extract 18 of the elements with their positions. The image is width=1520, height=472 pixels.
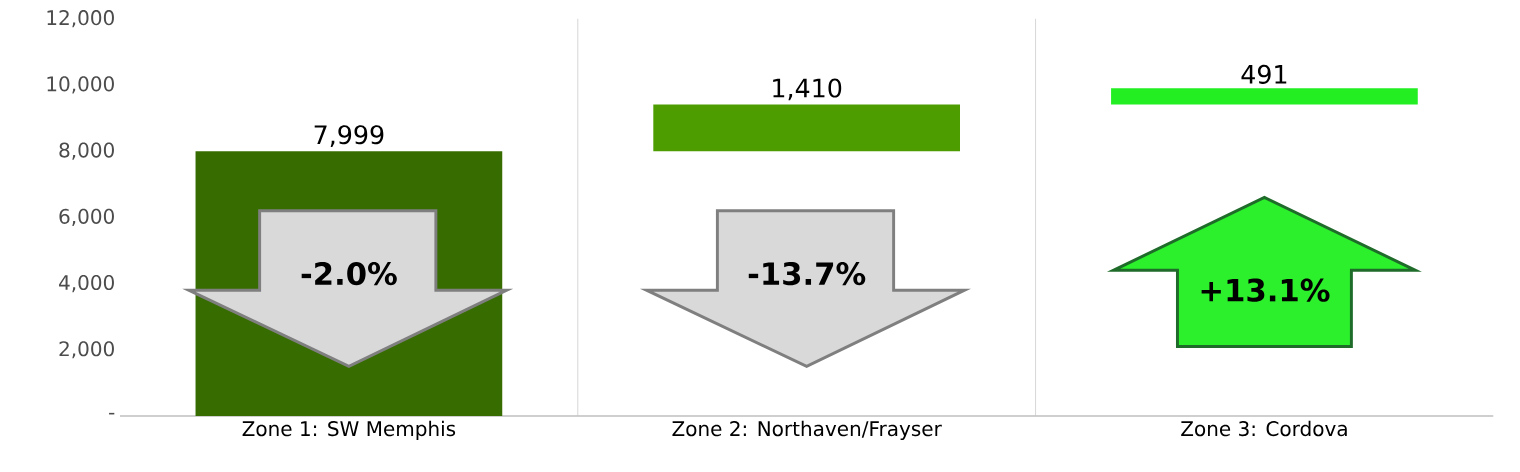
bar <box>1111 88 1418 105</box>
bar <box>653 104 961 152</box>
x-tick-label: Zone 2: Northaven/Frayser <box>672 420 942 441</box>
y-tick-label: 8,000 <box>59 142 114 160</box>
data-label: 491 <box>1241 64 1287 84</box>
x-tick-label: Zone 1: SW Memphis <box>242 420 456 441</box>
y-tick-label: - <box>109 412 115 415</box>
y-tick-label: 6,000 <box>59 208 114 226</box>
data-label: 1,410 <box>773 78 842 101</box>
annotation: -13.7% <box>748 262 866 286</box>
y-tick-label: 4,000 <box>59 274 114 293</box>
x-tick-label: Zone 3: Cordova <box>1181 420 1347 437</box>
y-tick-label: 12,000 <box>47 10 114 28</box>
y-tick-label: 10,000 <box>47 76 114 94</box>
y-tick-label: 2,000 <box>59 341 114 359</box>
data-label: 7,999 <box>314 125 384 147</box>
annotation: -2.0% <box>301 262 397 286</box>
annotation: +13.1% <box>1201 278 1330 302</box>
